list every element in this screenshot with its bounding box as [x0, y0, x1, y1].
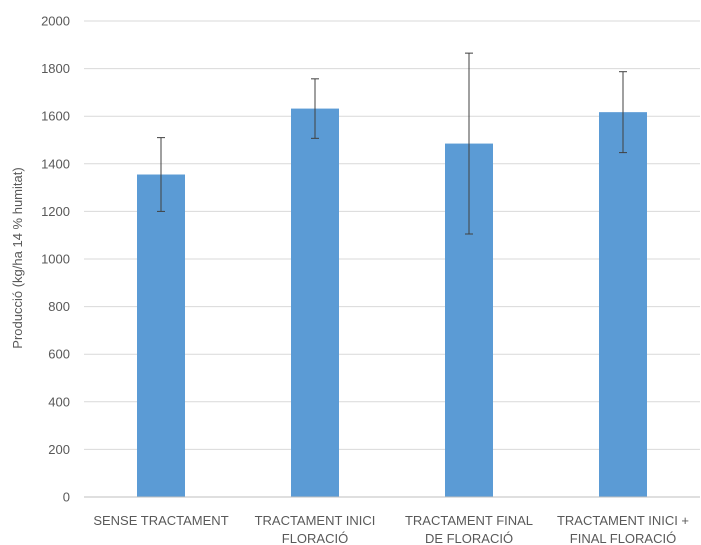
y-tick-label: 0 [63, 490, 70, 505]
error-bar [157, 137, 165, 212]
y-axis-ticks: 0 200 400 600 800 1000 1200 1400 1600 1800 2000 [41, 14, 70, 505]
x-tick-label: TRACTAMENT FINAL DE FLORACIÓ [405, 513, 533, 545]
y-axis-label: Producció (kg/ha 14 % humitat) [10, 167, 25, 348]
x-axis-ticks: SENSE TRACTAMENT TRACTAMENT INICI FLORACIÓ… [93, 513, 689, 545]
x-tick-label: TRACTAMENT INICI FLORACIÓ [255, 513, 376, 545]
y-tick-label: 1600 [41, 109, 70, 124]
x-tick-label: TRACTAMENT INICI + FINAL FLORACIÓ [557, 513, 689, 545]
bar [599, 112, 647, 498]
error-bar [465, 52, 473, 235]
bar [291, 108, 339, 498]
y-tick-label: 2000 [41, 14, 70, 29]
y-tick-label: 800 [48, 299, 70, 314]
y-tick-label: 1800 [41, 61, 70, 76]
error-bar [311, 78, 319, 139]
y-tick-label: 1000 [41, 252, 70, 267]
y-tick-label: 200 [48, 442, 70, 457]
y-tick-label: 1400 [41, 156, 70, 171]
gridlines [84, 20, 700, 450]
error-bar [619, 71, 627, 154]
x-tick-label: SENSE TRACTAMENT [93, 513, 228, 528]
y-tick-label: 600 [48, 347, 70, 362]
y-tick-label: 1200 [41, 204, 70, 219]
y-tick-label: 400 [48, 394, 70, 409]
bar [137, 174, 185, 497]
error-bars [157, 52, 627, 235]
bars [137, 108, 647, 498]
